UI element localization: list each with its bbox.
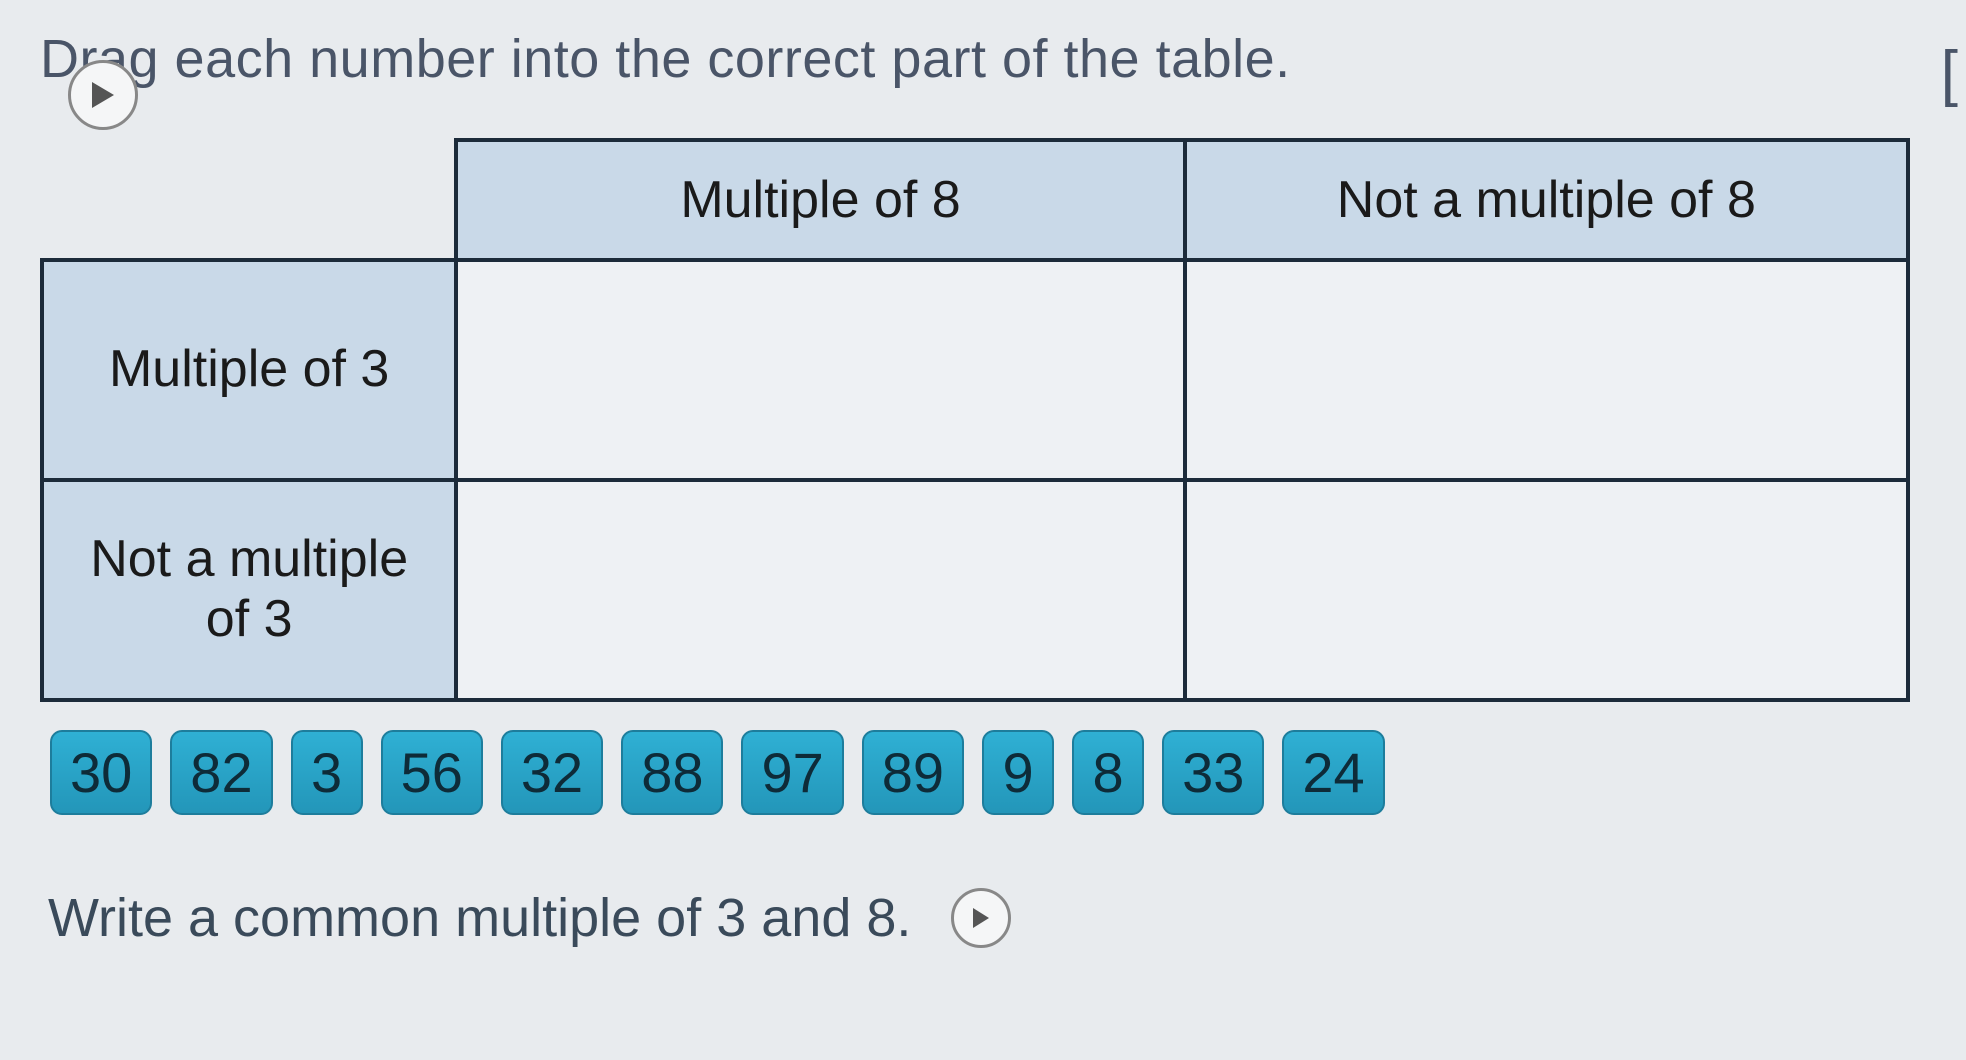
row-header-mult3: Multiple of 3 [42,260,456,480]
number-tile[interactable]: 82 [170,730,272,815]
drop-mult3-notmult8[interactable] [1185,260,1908,480]
play-icon [90,80,116,110]
question-2-row: Write a common multiple of 3 and 8. [40,887,1926,949]
row-header-notmult3-label: Not a multipleof 3 [90,530,408,648]
play-icon [971,906,991,930]
number-tiles-row: 308235632889789983324 [40,730,1926,815]
play-audio-button[interactable] [68,60,138,130]
row-header-notmult3: Not a multipleof 3 [42,480,456,700]
number-tile[interactable]: 56 [381,730,483,815]
drop-notmult3-mult8[interactable] [456,480,1184,700]
number-tile[interactable]: 88 [621,730,723,815]
number-tile[interactable]: 32 [501,730,603,815]
corner-cell [42,140,456,260]
row-header-mult3-label: Multiple of 3 [109,340,389,398]
number-tile[interactable]: 8 [1072,730,1144,815]
number-tile[interactable]: 30 [50,730,152,815]
sorting-table: Multiple of 8 Not a multiple of 8 Multip… [40,138,1910,702]
drop-mult3-mult8[interactable] [456,260,1184,480]
col-header-notmult8: Not a multiple of 8 [1185,140,1908,260]
number-tile[interactable]: 97 [741,730,843,815]
play-audio-button-2[interactable] [951,888,1011,948]
number-tile[interactable]: 9 [982,730,1054,815]
question-2-text: Write a common multiple of 3 and 8. [48,887,911,949]
number-tile[interactable]: 3 [291,730,363,815]
number-tile[interactable]: 89 [862,730,964,815]
number-tile[interactable]: 33 [1162,730,1264,815]
number-tile[interactable]: 24 [1282,730,1384,815]
bracket-decor: [ [1941,38,1958,109]
drop-notmult3-notmult8[interactable] [1185,480,1908,700]
col-header-mult8: Multiple of 8 [456,140,1184,260]
table-area: Multiple of 8 Not a multiple of 8 Multip… [40,60,1926,702]
exercise-page: Drag each number into the correct part o… [0,0,1966,949]
